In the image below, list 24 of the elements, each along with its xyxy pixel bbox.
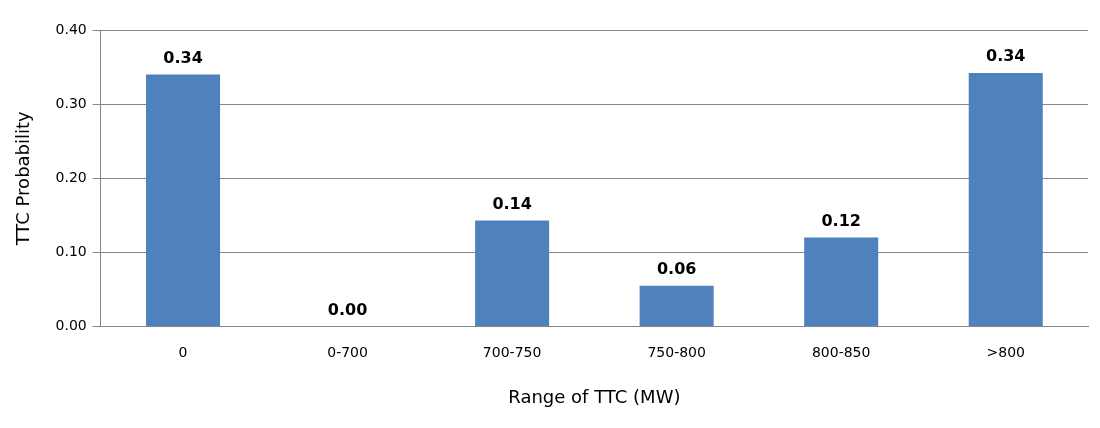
x-tick-label: 750-800 bbox=[647, 343, 706, 360]
x-tick-label: 0 bbox=[178, 343, 188, 360]
x-tick-label: 800-850 bbox=[811, 343, 871, 360]
y-tick-label: 0.10 bbox=[55, 243, 87, 260]
data-label: 0.12 bbox=[821, 210, 861, 230]
x-tick-label: 0-700 bbox=[327, 343, 368, 360]
y-tick-label: 0.40 bbox=[55, 20, 87, 37]
data-label: 0.00 bbox=[327, 299, 368, 319]
data-label: 0.34 bbox=[985, 46, 1026, 66]
y-tick-label: 0.30 bbox=[55, 94, 87, 111]
y-tick-label: 0.00 bbox=[55, 317, 87, 334]
data-label: 0.14 bbox=[492, 193, 532, 213]
bar bbox=[146, 74, 221, 327]
bar bbox=[639, 285, 714, 327]
y-tick-label: 0.20 bbox=[55, 168, 87, 185]
x-tick-label: >800 bbox=[986, 343, 1025, 360]
y-axis-title: TTC Probability bbox=[12, 110, 34, 247]
x-axis-title: Range of TTC (MW) bbox=[508, 385, 681, 407]
bar bbox=[804, 237, 879, 327]
bar bbox=[475, 220, 550, 327]
data-label: 0.06 bbox=[656, 258, 697, 278]
bar bbox=[968, 73, 1043, 327]
x-tick-label: 700-750 bbox=[482, 343, 542, 360]
data-label: 0.34 bbox=[163, 47, 203, 67]
